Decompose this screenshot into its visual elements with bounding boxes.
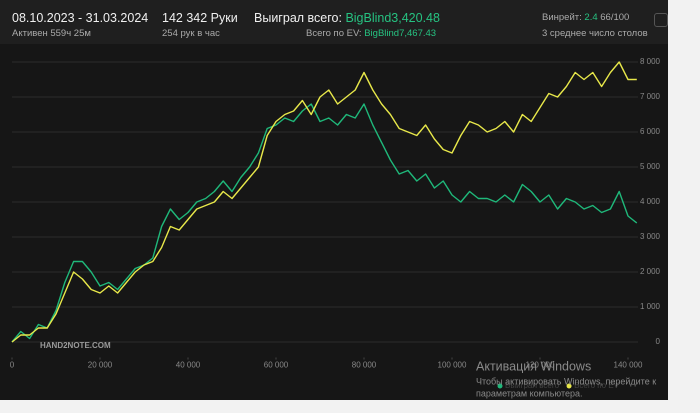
period: 08.10.2023 - 31.03.2024 [12, 11, 149, 25]
activation-line: параметрам компьютера. [476, 388, 583, 398]
active: Активен 559ч 25м [12, 28, 91, 39]
legend-marker [497, 383, 503, 389]
activation-title: Активация Windows [476, 359, 591, 373]
y-tick-label: 0 [656, 337, 661, 346]
tables: 3 среднее число столов [542, 28, 648, 39]
y-tick-label: 4 000 [640, 197, 661, 206]
activation-line: Чтобы активировать Windows, перейдите к [476, 376, 656, 386]
x-tick-label: 120 000 [526, 361, 555, 370]
y-tick-label: 5 000 [640, 162, 661, 171]
x-tick-label: 60 000 [264, 361, 289, 370]
y-tick-label: 7 000 [640, 92, 661, 101]
won-value: BigBlind3,420.48 [345, 11, 440, 25]
y-tick-label: 1 000 [640, 302, 661, 311]
legend: Выиграл всего Всего по EV [497, 381, 620, 390]
x-tick-label: 80 000 [352, 361, 377, 370]
logo: HAND2NOTE.COM [40, 341, 111, 350]
won: Выиграл всего: BigBlind3,420.48 [254, 11, 440, 25]
x-tick-label: 40 000 [176, 361, 201, 370]
ev-label: Всего по EV: [306, 28, 362, 39]
plot: 0 1 000 2 000 3 000 4 000 5 000 6 000 7 000 8 00… [10, 57, 661, 390]
legend-marker [566, 383, 572, 389]
header: 08.10.2023 - 31.03.2024 Активен 559ч 25м… [0, 0, 668, 44]
x-tick-label: 0 [10, 361, 15, 370]
x-tick-label: 20 000 [88, 361, 113, 370]
winrate-unit: 66/100 [600, 12, 630, 23]
x-tick-label: 100 000 [438, 361, 467, 370]
winrate: Винрейт: 2.4 66/100 [542, 12, 629, 23]
y-tick-label: 3 000 [640, 232, 661, 241]
y-tick-label: 8 000 [640, 57, 661, 66]
won-label: Выиграл всего: [254, 11, 342, 25]
hands-per-hour: 254 рук в час [162, 28, 220, 39]
hands: 142 342 Руки [162, 11, 238, 25]
series-line [11, 61, 637, 343]
legend-label: Выиграл всего [505, 381, 560, 390]
legend-label: Всего по EV [574, 381, 620, 390]
ev-value: BigBlind7,467.43 [364, 28, 437, 39]
winrate-label: Винрейт: [542, 12, 582, 23]
settings-button[interactable] [654, 13, 668, 27]
series-line [11, 103, 638, 343]
ev: Всего по EV: BigBlind7,467.43 [306, 28, 436, 39]
y-tick-label: 2 000 [640, 267, 661, 276]
y-tick-label: 6 000 [640, 127, 661, 136]
panel [0, 0, 668, 400]
winrate-value: 2.4 [584, 12, 598, 23]
x-tick-label: 140 000 [614, 361, 643, 370]
